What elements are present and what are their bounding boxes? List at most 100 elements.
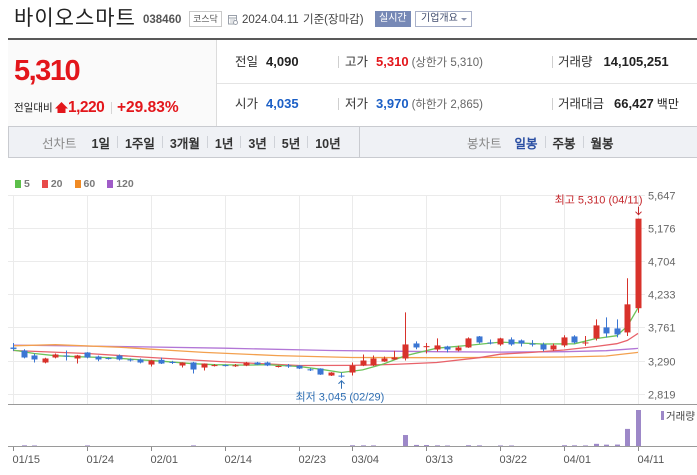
stat-prev-close: 전일 4,090	[235, 54, 299, 70]
legend-swatch	[107, 180, 114, 188]
candle	[349, 362, 356, 376]
volume-bar	[445, 445, 450, 446]
tab-3year[interactable]: 3년	[248, 136, 267, 151]
stat-label: 거래량	[558, 55, 593, 69]
candle-body	[84, 352, 91, 358]
candle	[264, 361, 271, 367]
candle-body	[222, 365, 229, 367]
candle-body	[370, 358, 377, 366]
candle-body	[381, 358, 388, 362]
tab-5year[interactable]: 5년	[281, 136, 301, 151]
volume-bar	[85, 445, 90, 446]
candle-body	[169, 361, 176, 363]
candle	[74, 354, 81, 364]
stat-volume: 거래량 14,105,251	[558, 54, 669, 70]
candle	[21, 349, 28, 359]
candle	[582, 335, 589, 346]
date-axis-label: 03/22	[500, 454, 528, 466]
tab-1year[interactable]: 1년	[214, 136, 234, 151]
candle-body	[434, 345, 441, 350]
stat-label: 저가	[345, 97, 369, 111]
stock-code: 038460	[143, 14, 182, 26]
candle-body	[508, 339, 515, 345]
stat-value: 3,970	[376, 96, 409, 111]
candle-body	[211, 365, 218, 367]
legend-ma5: 5	[15, 178, 30, 190]
tab-1day[interactable]: 1일	[91, 136, 110, 151]
candle-body	[550, 345, 557, 350]
volume-bar	[191, 445, 196, 446]
legend-swatch	[41, 180, 48, 188]
tab-1week[interactable]: 1주일	[124, 136, 155, 151]
volume-bar	[414, 444, 419, 446]
candle	[201, 363, 208, 371]
candle	[444, 345, 451, 353]
ma120-line	[12, 344, 639, 353]
candle-body	[603, 327, 610, 334]
candle-body	[52, 354, 59, 358]
candle-body	[614, 328, 621, 335]
candle	[465, 337, 472, 348]
volume-bar	[625, 428, 630, 446]
volume-bar	[604, 444, 609, 446]
stat-high: 고가 5,310 (상한가 5,310)	[345, 54, 483, 71]
company-name: 바이오스마트	[14, 7, 136, 30]
candle-body	[487, 342, 494, 344]
stat-label: 전일	[235, 55, 259, 69]
current-price-panel	[8, 40, 217, 126]
tab-3month[interactable]: 3개월	[169, 136, 200, 151]
candle	[190, 361, 197, 374]
tab-separator	[582, 136, 584, 148]
low-arrowhead-icon	[338, 380, 345, 385]
candle-body	[42, 358, 49, 363]
candle	[413, 341, 420, 350]
candle	[296, 365, 303, 369]
volume-bar	[498, 445, 503, 446]
company-info-dropdown[interactable]: 기업개요	[415, 11, 472, 27]
volume-bar	[562, 445, 567, 446]
candle-body	[465, 338, 472, 348]
tab-monthly-candle[interactable]: 월봉	[590, 136, 614, 151]
candle	[370, 355, 377, 367]
volume-bar	[371, 445, 376, 446]
candle-body	[476, 336, 483, 343]
change-divider	[111, 102, 112, 114]
candle	[360, 354, 367, 367]
tab-10year[interactable]: 10년	[315, 136, 341, 151]
candle-body	[360, 360, 367, 366]
candle	[571, 335, 578, 344]
tab-daily-candle[interactable]: 일봉	[514, 136, 538, 151]
candle	[338, 372, 345, 378]
legend-ma60: 60	[74, 178, 95, 190]
tab-weekly-candle[interactable]: 주봉	[552, 136, 576, 151]
candle-chart-label: 봉차트	[467, 136, 502, 151]
price-axis-label: 4,704	[648, 257, 676, 269]
candle-body	[338, 375, 345, 377]
volume-bar	[594, 443, 599, 446]
price-axis-label: 3,761	[648, 323, 676, 335]
ma60-line	[12, 344, 639, 359]
stat-value: 5,310	[376, 54, 409, 69]
volume-bar	[477, 445, 482, 446]
volume-bar	[32, 445, 37, 446]
candle	[497, 337, 504, 346]
candle	[52, 353, 59, 359]
candle	[158, 357, 165, 365]
legend-swatch	[74, 180, 81, 188]
candle	[434, 338, 441, 352]
candle-body	[571, 336, 578, 343]
candle-body	[307, 369, 314, 371]
volume-bar	[636, 410, 641, 446]
reference-date: 2024.04.11	[242, 14, 299, 26]
change-label: 전일대비	[14, 102, 53, 114]
candles	[10, 218, 642, 378]
price-axis-label: 4,233	[648, 290, 676, 302]
candle-body	[116, 355, 123, 360]
candle	[63, 350, 70, 361]
candle	[116, 354, 123, 361]
realtime-button[interactable]: 실시간	[375, 11, 411, 27]
stat-value: 4,035	[266, 96, 299, 111]
candle	[148, 359, 155, 367]
candle-body	[593, 325, 600, 339]
volume-bar	[22, 445, 27, 446]
